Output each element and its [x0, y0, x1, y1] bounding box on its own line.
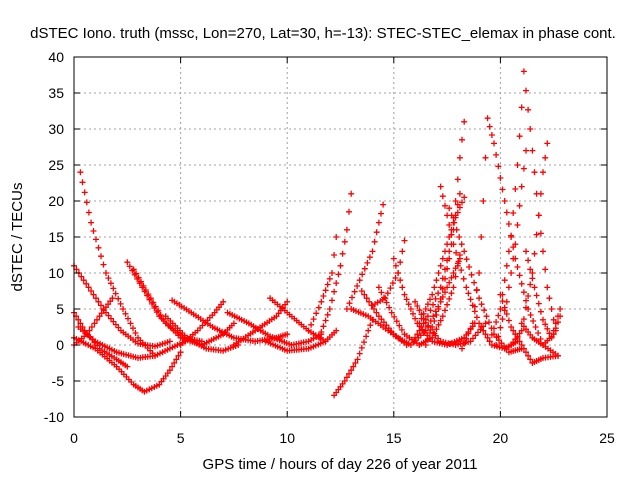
- series-arc-32: [486, 68, 559, 345]
- data-point-markers: [459, 115, 561, 359]
- data-point-markers: [486, 68, 559, 345]
- series-arc-16: [316, 190, 355, 341]
- y-tick-label: -5: [52, 373, 65, 389]
- y-tick-label: 35: [48, 85, 64, 101]
- y-tick-label: 15: [48, 229, 64, 245]
- data-point-markers: [331, 316, 376, 399]
- data-point-markers: [77, 169, 188, 359]
- x-tick-label: 15: [386, 430, 402, 446]
- y-tick-label: 20: [48, 193, 64, 209]
- series-arc-35: [508, 140, 551, 348]
- series-arc-2: [77, 169, 188, 359]
- data-point-markers: [316, 190, 355, 341]
- x-tick-label: 20: [493, 430, 509, 446]
- series-arc-17: [305, 234, 340, 334]
- series-arc-18: [331, 316, 376, 399]
- series-arc-37: [518, 313, 564, 348]
- data-point-markers: [75, 324, 158, 361]
- series-arc-28: [416, 194, 468, 327]
- y-tick-label: 25: [48, 157, 64, 173]
- y-tick-label: -10: [44, 409, 64, 425]
- data-point-markers: [343, 201, 387, 312]
- chart-title: dSTEC Iono. truth (mssc, Lon=270, Lat=30…: [30, 25, 616, 42]
- series-arc-34: [497, 291, 561, 366]
- data-point-markers: [305, 234, 340, 334]
- data-point-markers: [497, 291, 561, 366]
- series-arc-31: [459, 115, 561, 359]
- x-tick-label: 5: [177, 430, 185, 446]
- x-tick-label: 25: [599, 430, 615, 446]
- x-tick-label: 0: [70, 430, 78, 446]
- y-axis-label: dSTEC / TECUs: [9, 183, 26, 292]
- y-tick-label: 40: [48, 49, 64, 65]
- grid: [74, 57, 607, 417]
- ticks: 0 5 10 15 20 25 -10 -5 0 5 10 15 20 25 30 35 40: [44, 49, 615, 446]
- data-layer: [71, 68, 564, 399]
- x-axis-label: GPS time / hours of day 226 of year 2011: [203, 456, 478, 473]
- y-tick-label: 10: [48, 265, 64, 281]
- x-tick-label: 10: [279, 430, 295, 446]
- data-point-markers: [493, 147, 529, 348]
- data-point-markers: [416, 194, 468, 327]
- data-point-markers: [518, 313, 564, 348]
- series-arc-11: [177, 298, 227, 348]
- y-tick-label: 30: [48, 121, 64, 137]
- y-tick-label: 5: [56, 301, 64, 317]
- y-tick-label: 0: [56, 337, 64, 353]
- data-point-markers: [177, 298, 227, 348]
- series-arc-15: [262, 338, 329, 354]
- data-point-markers: [508, 140, 551, 348]
- series-arc-33: [493, 147, 529, 348]
- series-arc-5: [75, 324, 158, 361]
- data-point-markers: [262, 338, 329, 354]
- series-arc-19: [343, 201, 387, 312]
